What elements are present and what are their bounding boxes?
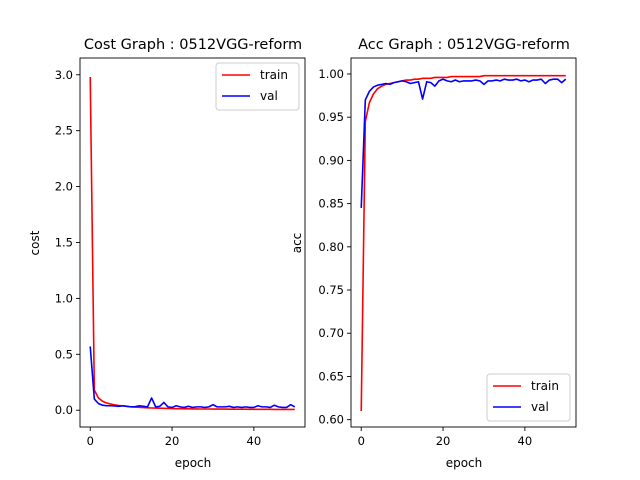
acc-y-tick-label: 0.85 xyxy=(318,197,344,211)
acc-x-tick-label: 40 xyxy=(518,434,533,448)
cost-x-tick-label: 0 xyxy=(87,434,94,448)
cost-y-tick-label: 2.0 xyxy=(55,180,73,194)
acc-series-line-val xyxy=(360,78,567,208)
cost-y-tick-label: 0.0 xyxy=(55,403,73,417)
acc-y-tick-label: 1.00 xyxy=(318,67,344,81)
acc-legend: train val xyxy=(486,373,571,422)
cost-x-tick-label: 40 xyxy=(247,434,262,448)
cost-legend: train val xyxy=(215,62,300,111)
acc-series-line-train xyxy=(360,74,566,412)
acc-y-tick-label: 0.95 xyxy=(318,110,344,124)
cost-y-tick-label: 1.0 xyxy=(55,291,73,305)
cost-y-tick-label: 0.5 xyxy=(55,347,73,361)
acc-y-tick-label: 0.80 xyxy=(318,240,344,254)
cost-x-tick-label: 20 xyxy=(165,434,180,448)
acc-legend-label-train: train xyxy=(531,379,559,393)
acc-chart: Acc Graph : 0512VGG-reform epoch acc 0 20… xyxy=(290,37,577,470)
acc-x-tick-label: 20 xyxy=(436,434,451,448)
acc-y-tick-label: 0.65 xyxy=(318,369,344,383)
acc-axes-frame xyxy=(350,57,577,428)
acc-x-axis-label: epoch xyxy=(446,456,483,470)
cost-y-tick-label: 2.5 xyxy=(55,124,73,138)
cost-series-line-val xyxy=(89,346,296,409)
acc-y-tick-label: 0.90 xyxy=(318,153,344,167)
acc-y-tick-label: 0.60 xyxy=(318,413,344,427)
cost-y-tick-label: 3.0 xyxy=(55,68,73,82)
acc-y-tick-label: 0.70 xyxy=(318,326,344,340)
cost-legend-label-train: train xyxy=(260,68,288,82)
acc-chart-title: Acc Graph : 0512VGG-reform xyxy=(358,37,570,53)
cost-series-line-train xyxy=(89,76,295,411)
cost-y-axis-label: cost xyxy=(28,230,42,255)
cost-x-axis-label: epoch xyxy=(175,456,212,470)
cost-axes-frame xyxy=(79,57,306,428)
cost-chart-title: Cost Graph : 0512VGG-reform xyxy=(84,37,302,53)
acc-x-tick-label: 0 xyxy=(358,434,365,448)
cost-y-tick-label: 1.5 xyxy=(55,236,73,250)
cost-legend-label-val: val xyxy=(260,89,278,103)
acc-y-axis-label: acc xyxy=(290,233,304,254)
acc-legend-label-val: val xyxy=(531,400,549,414)
acc-y-tick-label: 0.75 xyxy=(318,283,344,297)
cost-chart: Cost Graph : 0512VGG-reform epoch cost 0… xyxy=(28,37,306,470)
